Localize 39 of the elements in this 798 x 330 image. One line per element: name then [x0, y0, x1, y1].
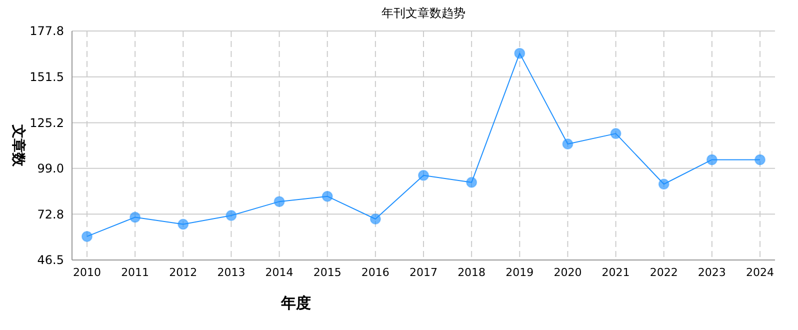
x-tick-label: 2024	[746, 266, 774, 279]
x-tick-label: 2020	[554, 266, 582, 279]
point	[562, 138, 574, 150]
y-tick-label: 177.8	[30, 24, 64, 38]
x-tick-label: 2017	[410, 266, 438, 279]
y-tick-label: 151.5	[30, 70, 64, 84]
y-tick-label: 125.2	[30, 116, 64, 130]
point	[418, 170, 429, 181]
x-tick-label: 2019	[506, 266, 534, 279]
point	[658, 178, 670, 190]
point	[754, 154, 766, 166]
x-tick-label: 2015	[313, 266, 342, 279]
x-tick-label: 2023	[698, 266, 726, 279]
x-tick-label: 2013	[217, 266, 246, 279]
x-tick-label: 2018	[458, 266, 486, 279]
x-tick-label: 2010	[73, 266, 101, 279]
y-tick-label: 99.0	[37, 162, 64, 176]
x-tick-label: 2016	[361, 266, 390, 279]
point	[610, 128, 622, 140]
point	[514, 48, 526, 59]
point	[322, 190, 333, 202]
y-tick-label: 72.8	[37, 207, 64, 222]
x-tick-label: 2011	[121, 266, 150, 279]
point	[466, 176, 478, 188]
point	[130, 212, 141, 223]
chart-title: 年刊文章数趋势	[382, 6, 466, 20]
x-tick-label: 2012	[169, 266, 198, 279]
x-tick-label: 2022	[650, 266, 678, 279]
y-axis-title: 文章数	[10, 124, 27, 168]
point	[274, 196, 285, 208]
x-axis-title: 年度	[280, 294, 311, 312]
y-tick-label: 46.5	[37, 253, 64, 268]
point	[706, 154, 718, 166]
point	[226, 210, 237, 222]
point	[82, 230, 92, 242]
x-tick-label: 2021	[602, 266, 630, 279]
point	[178, 218, 189, 230]
x-tick-label: 2014	[265, 266, 294, 279]
point	[370, 214, 381, 225]
